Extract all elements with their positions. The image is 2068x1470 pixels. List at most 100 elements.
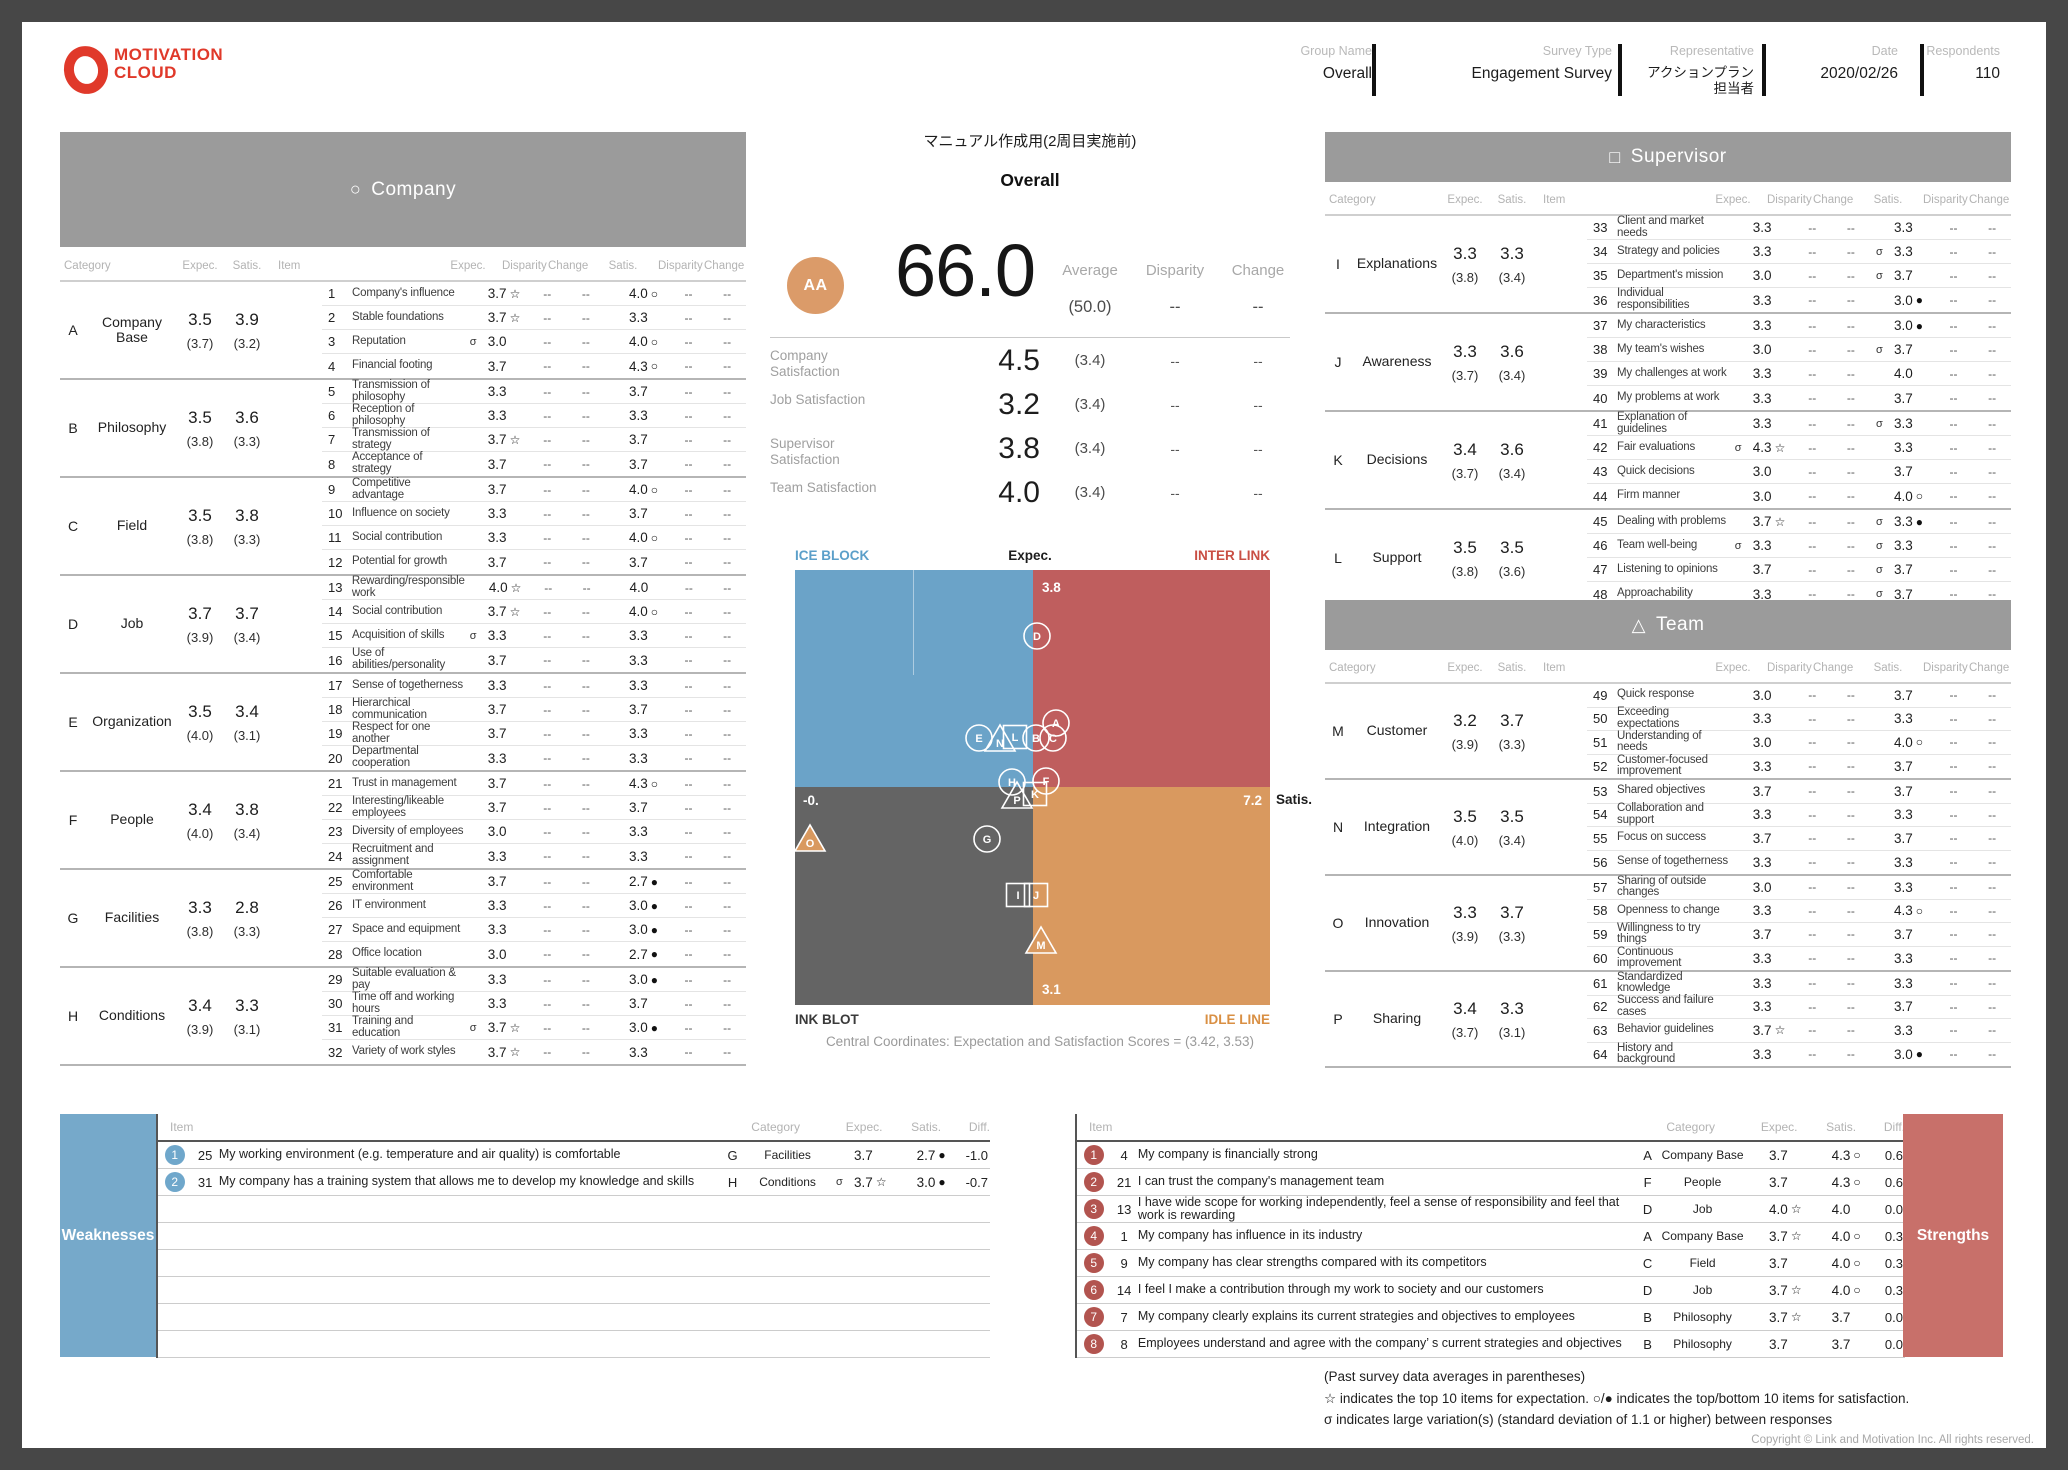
score-cell: 3.3 bbox=[1870, 440, 1934, 455]
score-value: 3.3 bbox=[1752, 366, 1772, 381]
category-expec-prev: (4.0) bbox=[186, 727, 214, 743]
column-header: Satis. bbox=[1873, 662, 1903, 674]
category-satis-value: 3.5 bbox=[1500, 537, 1524, 557]
rank-badge-wrap: 4 bbox=[1077, 1226, 1110, 1246]
survey-item-row: 55 Focus on success 3.7 -- -- 3.7 -- -- bbox=[1587, 827, 2011, 851]
triangle-icon: △ bbox=[1631, 614, 1646, 635]
item-number: 41 bbox=[1593, 416, 1608, 431]
score-cell: 3.0 bbox=[464, 824, 528, 839]
score-cell: 3.3 bbox=[464, 751, 528, 766]
survey-item-row: 18 Hierarchical communication 3.7 -- -- 3.7 --… bbox=[322, 697, 746, 722]
expec-change: -- bbox=[581, 653, 590, 667]
score-cell: 3.0 bbox=[1729, 688, 1793, 703]
header-divider bbox=[1372, 44, 1376, 96]
category-group: A Company Base 3.5 (3.7) 3.9 (3.2) 1 Company's … bbox=[60, 282, 746, 380]
expec-change: -- bbox=[581, 286, 590, 301]
score-value: 3.7 bbox=[1752, 783, 1772, 799]
satis-change: -- bbox=[723, 530, 732, 545]
satis-change: -- bbox=[723, 972, 732, 987]
marker-O-triangle: O bbox=[795, 823, 827, 852]
item-name: Company's influence bbox=[352, 286, 455, 299]
item-number: 19 bbox=[328, 726, 343, 741]
satis-disparity: -- bbox=[684, 996, 693, 1011]
item-number: 2 bbox=[328, 310, 336, 325]
survey-item-row: 15 Acquisition of skills σ 3.3 -- -- 3.3 -- -- bbox=[322, 624, 746, 648]
category-cell: L Support 3.5 (3.8) 3.5 (3.6) bbox=[1325, 510, 1587, 606]
marker-N-triangle: N bbox=[983, 723, 1017, 752]
score-value: 4.0 bbox=[1831, 1255, 1851, 1271]
category-expec-value: 3.5 bbox=[188, 701, 212, 721]
expec-disparity: -- bbox=[1808, 416, 1817, 431]
survey-item-row: 28 Office location 3.0 -- -- 2.7 ● -- -- bbox=[322, 942, 746, 966]
score-value: 3.7 bbox=[487, 726, 507, 741]
item-number: 23 bbox=[328, 824, 343, 839]
satis-change: -- bbox=[1988, 1023, 1997, 1038]
score-cell: σ 3.3 bbox=[1729, 538, 1793, 553]
circle-icon: ○ bbox=[349, 179, 362, 199]
survey-item-row: 44 Firm manner 3.0 -- -- 4.0 ○ -- -- bbox=[1587, 484, 2011, 508]
diff-value: 0.0 bbox=[1884, 1336, 1903, 1352]
score-value: 4.0 bbox=[629, 334, 648, 349]
satis-change: -- bbox=[1988, 514, 1997, 529]
category-name: Job bbox=[1692, 1282, 1713, 1297]
item-name: Strategy and policies bbox=[1617, 244, 1720, 257]
satis-change: -- bbox=[723, 776, 732, 791]
category-expec-prev: (3.8) bbox=[1451, 563, 1479, 579]
score-mark-icon: ● bbox=[1915, 1047, 1924, 1062]
svg-text:P: P bbox=[1013, 795, 1020, 807]
survey-item-row: 6 Reception of philosophy 3.3 -- -- 3.3 -- -- bbox=[322, 403, 746, 428]
score-value: 3.7 bbox=[1894, 342, 1913, 357]
item-name: Standardized knowledge bbox=[1617, 970, 1683, 995]
score-value: 4.3 bbox=[1752, 440, 1772, 455]
motivation-cloud-logo-text: MOTIVATION CLOUD bbox=[114, 45, 223, 83]
score-cell: 3.7 bbox=[1870, 688, 1934, 703]
category-satis: 3.3 (3.1) bbox=[1487, 999, 1537, 1040]
item-name: Focus on success bbox=[1617, 831, 1706, 844]
category-expec-value: 3.3 bbox=[1453, 243, 1477, 263]
item-name: IT environment bbox=[352, 898, 426, 911]
item-text: My company is financially strong bbox=[1137, 1147, 1318, 1162]
satis-change: -- bbox=[1988, 784, 1997, 799]
satis-change: -- bbox=[1988, 587, 1997, 601]
survey-item-row: 26 IT environment 3.3 -- -- 3.0 ● -- -- bbox=[322, 894, 746, 918]
expec-change: -- bbox=[581, 457, 590, 471]
score-value: 3.3 bbox=[629, 824, 648, 839]
score-value: 3.7 bbox=[1894, 926, 1913, 942]
score-cell: 3.3 bbox=[605, 824, 669, 839]
score-cell: σ 3.7 ☆ bbox=[830, 1175, 897, 1190]
category-expec-value: 3.2 bbox=[1453, 710, 1477, 730]
score-cell: 3.3 bbox=[464, 408, 528, 423]
category-satis-prev: (3.4) bbox=[1498, 465, 1526, 481]
column-header: Change bbox=[1969, 662, 2010, 674]
item-name: Shared objectives bbox=[1617, 784, 1706, 797]
category-group: J Awareness 3.3 (3.7) 3.6 (3.4) 37 My character… bbox=[1325, 314, 2011, 412]
score-cell: 3.0 bbox=[1729, 342, 1793, 357]
satis-change: -- bbox=[1988, 318, 1997, 333]
score-value: 4.3 bbox=[1831, 1174, 1851, 1190]
rank-badge-wrap: 7 bbox=[1077, 1307, 1110, 1327]
category-group: K Decisions 3.4 (3.7) 3.6 (3.4) 41 Explanation … bbox=[1325, 411, 2011, 510]
satis-change: -- bbox=[723, 800, 732, 815]
expec-disparity: -- bbox=[543, 457, 552, 471]
item-number: 63 bbox=[1593, 1022, 1608, 1038]
category-cell: P Sharing 3.4 (3.7) 3.3 (3.1) bbox=[1325, 972, 1587, 1066]
score-value: 3.7 bbox=[487, 702, 507, 717]
category-group: H Conditions 3.4 (3.9) 3.3 (3.1) 29 Suitable ev… bbox=[60, 967, 746, 1066]
satis-change: -- bbox=[1988, 391, 1997, 405]
diff-value: 0.0 bbox=[1884, 1201, 1903, 1217]
column-header: Disparity bbox=[1767, 194, 1812, 206]
satis-disparity: -- bbox=[1949, 807, 1958, 822]
expec-change: -- bbox=[1846, 903, 1855, 918]
inter-link-label: INTER LINK bbox=[1194, 548, 1270, 563]
rating-badge: AA bbox=[787, 257, 844, 314]
item-number: 48 bbox=[1593, 586, 1608, 602]
category-satis-value: 3.3 bbox=[1500, 243, 1524, 263]
survey-item-row: 25 Comfortable environment 3.7 -- -- 2.7 ● -- -- bbox=[322, 869, 746, 894]
column-header: Satis. bbox=[1873, 194, 1903, 206]
item-number: 36 bbox=[1593, 292, 1608, 308]
score-value: 3.3 bbox=[629, 408, 648, 423]
expec-disparity: -- bbox=[1808, 587, 1817, 601]
category-letter: L bbox=[1334, 550, 1342, 566]
satis-change: -- bbox=[1988, 464, 1997, 479]
